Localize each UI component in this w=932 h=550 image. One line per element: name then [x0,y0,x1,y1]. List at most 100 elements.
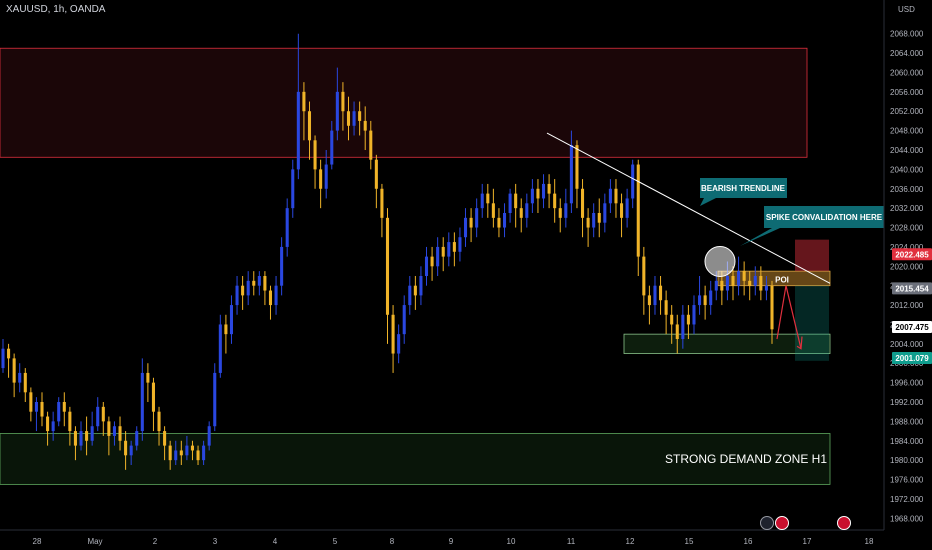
candle-body [57,402,61,422]
candle [486,183,490,218]
overlays-layer: BEARISH TRENDLINE SPIKE CONVALIDATION HER… [546,132,884,350]
candle-body [764,285,768,291]
candle-body [252,280,256,286]
candle [124,431,128,470]
candle [346,96,351,141]
candle [631,159,635,209]
projection-arrowhead [796,336,803,350]
chart-title: XAUUSD, 1h, OANDA [6,4,106,15]
candle [352,101,356,136]
candle-body [268,290,273,306]
x-tick-label: 12 [626,537,635,546]
flag-us-icon-2[interactable] [837,516,851,530]
candle [246,271,250,306]
candle-body [575,145,579,189]
candle-body [530,188,534,204]
x-tick-label: 16 [744,537,753,546]
candle [709,280,713,315]
candle [202,440,206,465]
candle-body [296,91,300,170]
candle [753,266,757,296]
candle [151,377,155,432]
candle-body [101,406,105,422]
candle-body [620,203,624,218]
candle-body [112,426,116,436]
zone-poi [717,270,831,287]
flag-us-icon[interactable] [775,516,789,530]
candle [692,295,696,335]
candle [770,280,774,344]
candle-body [436,246,440,267]
candle-body [196,450,200,461]
candle-body [653,285,657,306]
candle-body [385,217,390,315]
candle [163,426,167,461]
price-tag-label: 2015.454 [895,284,929,293]
x-tick-label: May [87,537,102,546]
candle-body [441,246,445,257]
candle-body [229,305,234,335]
candle-body [213,372,217,427]
candle [480,183,484,218]
candle [79,421,83,451]
candle [12,353,16,398]
candle [447,232,451,267]
y-tick-label: 2056.000 [890,88,924,97]
price-tag-label: 2007.475 [895,323,929,332]
candle [96,397,100,432]
candle-body [51,421,55,432]
candle-body [369,130,373,160]
candle [18,363,22,393]
candle [285,198,289,257]
y-tick-label: 2012.000 [890,301,924,310]
candle-body [681,314,685,339]
candle [497,208,501,238]
y-tick-label: 1980.000 [890,456,924,465]
candle [90,411,94,446]
x-tick-label: 15 [685,537,694,546]
candle-body [737,271,741,286]
candle-body [185,445,189,456]
candle-body [129,445,133,456]
candle-body [452,242,456,252]
y-tick-label: 2068.000 [890,30,924,39]
y-tick-label: 2020.000 [890,262,924,271]
price-tag-box [892,248,932,261]
candle-body [397,334,401,354]
lightning-icon[interactable] [760,516,774,530]
y-tick-label: 1996.000 [890,379,924,388]
candle-body [135,431,139,446]
candle [413,276,417,310]
candle [441,237,445,272]
candle-body [430,256,434,267]
candle [419,266,423,306]
x-tick-label: 11 [567,537,576,546]
y-tick-label: 2036.000 [890,185,924,194]
candle-body [698,295,702,306]
candle [536,179,540,213]
candle-body [480,193,484,209]
candle [29,387,33,422]
candle-body [603,203,607,223]
candle [525,193,529,228]
candle [547,174,551,209]
candle [23,368,27,402]
candle [564,188,568,228]
stop-box [795,239,829,272]
candle [642,246,646,315]
y-tick-label: 2044.000 [890,146,924,155]
candle-body [40,402,44,417]
x-tick-label: 8 [390,537,395,546]
candle-body [525,203,529,218]
candle-body [675,324,679,339]
candle [330,120,334,170]
x-axis: 28 May 2 3 4 5 8 9 10 11 12 15 16 17 18 [0,529,884,546]
candle-body [475,208,479,228]
y-tick-label: 2032.000 [890,204,924,213]
candle [569,130,573,213]
candle [686,305,690,339]
candle-body [302,91,306,112]
candle-body [319,169,323,189]
candle [107,416,111,456]
